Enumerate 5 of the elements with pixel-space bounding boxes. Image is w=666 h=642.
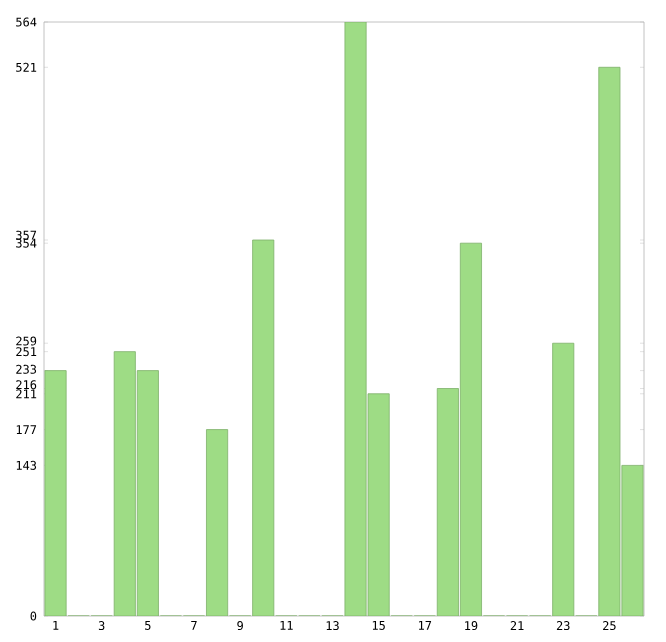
bar	[552, 343, 574, 616]
bar	[252, 240, 274, 616]
bar	[598, 67, 621, 616]
bar	[206, 429, 228, 616]
bar	[44, 370, 67, 616]
